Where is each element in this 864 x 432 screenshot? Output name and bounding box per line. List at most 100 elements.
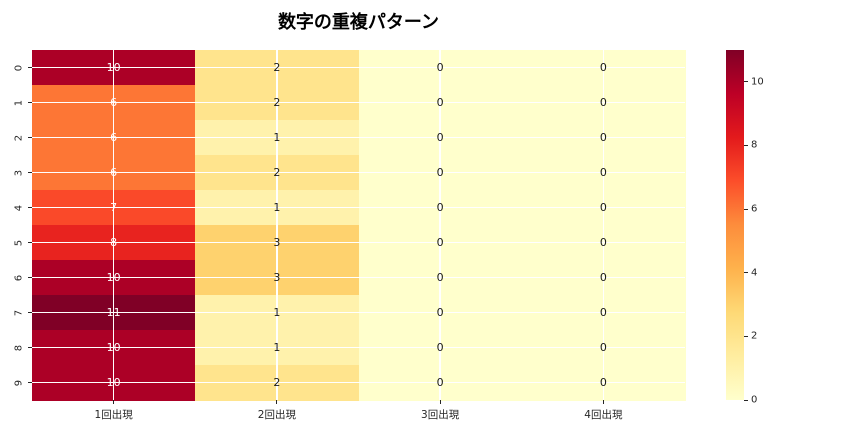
cell-value: 1 [273,131,281,144]
colorbar-tickmark [744,208,748,210]
cell-value: 1 [273,341,281,354]
y-tickmark [28,312,32,313]
colorbar [726,50,744,400]
x-tickmark [113,400,115,404]
y-tickmark [28,242,32,243]
y-tickmark [28,382,32,383]
colorbar-tickmark [744,81,748,83]
gridline-horizontal [32,171,685,174]
gridline-horizontal [32,276,685,279]
x-tick-label: 2回出現 [257,409,296,421]
cell-value: 1 [273,306,281,319]
cell-value: 0 [599,166,607,179]
cell-value: 0 [436,341,444,354]
cell-value: 2 [273,166,281,179]
y-tickmark [28,347,32,348]
gridline-horizontal [32,311,685,314]
colorbar-tickmark [744,144,748,146]
cell-value: 0 [436,236,444,249]
heatmap-plot-area: 10 2 0 0 6 2 0 0 6 1 0 0 6 2 0 0 7 1 0 0 8 3 0 0 10 3 0 0 11 1 0 0 10 1 0 0… [32,50,686,401]
y-tick-label: 0 [13,64,25,71]
gridline-horizontal [32,136,685,139]
y-tick-label: 5 [13,239,25,246]
colorbar-tick-label: 4 [751,267,758,279]
heatmap-annotations: 10 2 0 0 6 2 0 0 6 1 0 0 6 2 0 0 7 1 0 0 8 3 0 0 10 3 0 0 11 1 0 0 10 1 0 0… [32,50,685,400]
y-tickmark [28,67,32,68]
gridline-horizontal [32,241,685,244]
gridline-horizontal [32,381,685,384]
cell-value: 0 [599,271,607,284]
colorbar-tick-label: 8 [751,139,758,151]
gridline-vertical [439,50,441,400]
cell-value: 1 [273,201,281,214]
x-tickmark [602,400,604,404]
cell-value: 8 [110,236,118,249]
colorbar-tickmark [744,399,748,401]
colorbar-tick-label: 6 [751,203,758,215]
cell-value: 3 [273,271,281,284]
cell-value: 6 [110,166,118,179]
cell-value: 0 [599,376,607,389]
chart-title: 数字の重複パターン [277,12,440,33]
cell-value: 0 [599,201,607,214]
cell-value: 0 [599,61,607,74]
gridline-horizontal [32,66,685,69]
gridline-horizontal [32,346,685,349]
cell-value: 11 [106,306,121,319]
cell-value: 0 [599,131,607,144]
cell-value: 10 [106,341,121,354]
heatmap-gridlines [32,50,685,400]
cell-value: 0 [436,131,444,144]
cell-value: 0 [599,341,607,354]
x-tickmark [276,400,278,404]
y-tick-label: 6 [13,274,25,281]
cell-value: 0 [436,271,444,284]
cell-value: 10 [106,271,121,284]
cell-value: 2 [273,61,281,74]
y-tickmark [28,137,32,138]
cell-value: 2 [273,376,281,389]
x-tick-label: 1回出現 [94,409,133,421]
y-tick-label: 1 [13,99,25,106]
colorbar-tick-label: 10 [751,76,764,88]
cell-value: 0 [436,61,444,74]
y-tickmark [28,172,32,173]
gridline-vertical [112,50,115,400]
y-tick-label: 7 [13,309,25,316]
x-tick-label: 3回出現 [421,409,460,421]
cell-value: 2 [273,96,281,109]
y-tick-label: 8 [13,344,25,351]
colorbar-tick-label: 2 [751,330,758,342]
y-tickmark [28,102,32,103]
cell-value: 7 [110,201,118,214]
colorbar-tickmark [744,272,748,274]
colorbar-tickmark [744,335,748,337]
y-tickmark [28,277,32,278]
cell-value: 0 [599,236,607,249]
x-tickmark [439,400,441,404]
colorbar-tick-label: 0 [751,394,758,406]
gridline-horizontal [32,206,685,209]
x-tick-label: 4回出現 [584,409,623,421]
y-tick-label: 4 [13,204,25,211]
gridline-vertical [602,50,605,400]
cell-value: 0 [599,306,607,319]
cell-value: 3 [273,236,281,249]
cell-value: 6 [110,96,118,109]
cell-value: 0 [436,201,444,214]
y-tickmark [28,207,32,208]
y-tick-label: 9 [13,379,25,386]
gridline-horizontal [32,101,685,104]
cell-value: 10 [106,61,121,74]
cell-value: 0 [436,376,444,389]
cell-value: 10 [106,376,121,389]
cell-value: 0 [436,306,444,319]
cell-value: 6 [110,131,118,144]
cell-value: 0 [436,166,444,179]
cell-value: 0 [599,96,607,109]
y-tick-label: 3 [13,169,25,176]
y-tick-label: 2 [13,134,25,141]
cell-value: 0 [436,96,444,109]
gridline-vertical [276,50,278,400]
